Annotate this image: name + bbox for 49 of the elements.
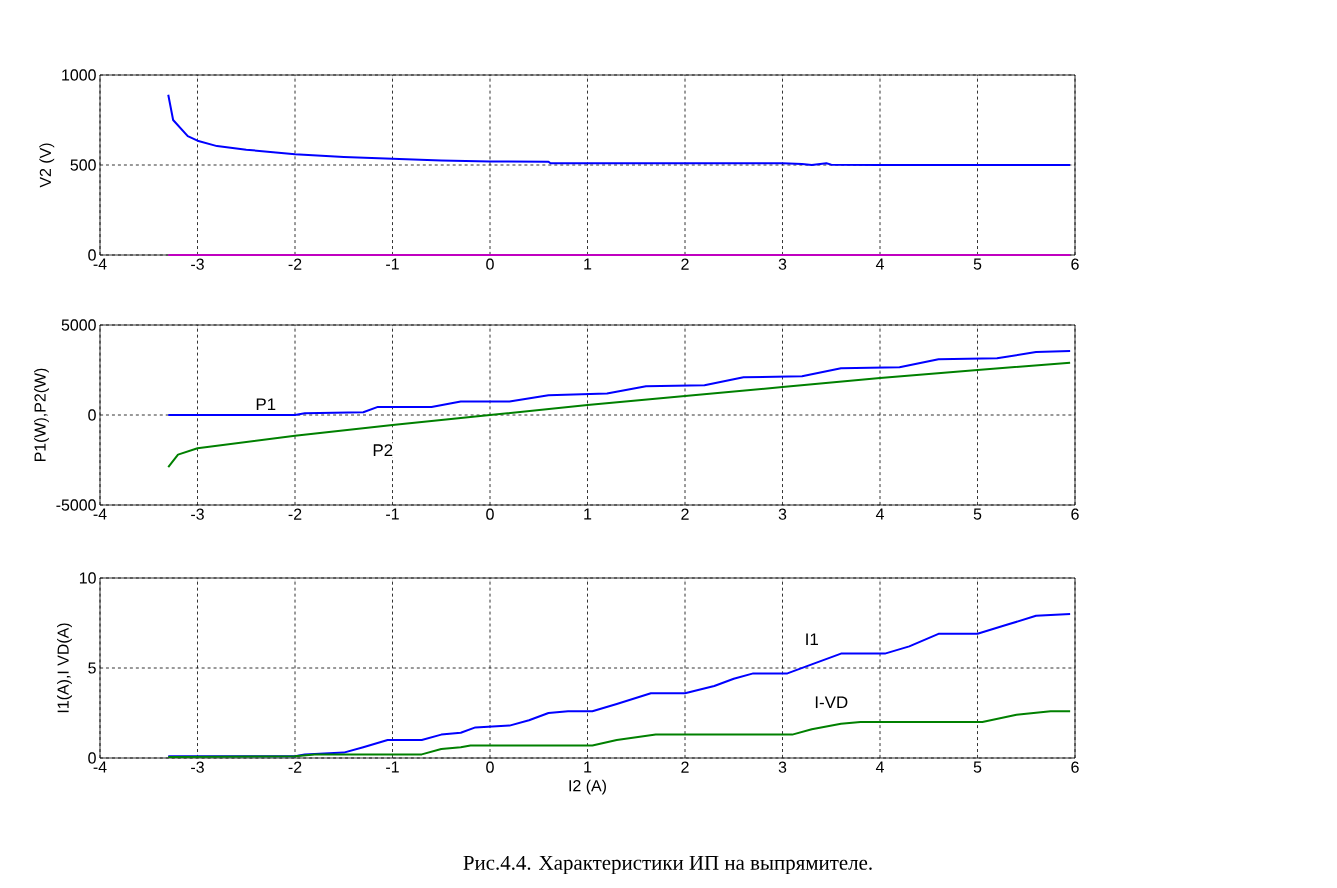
text: Рис.4.4. Характеристики ИП на выпрямителе. xyxy=(463,855,872,875)
x-tick-label: 4 xyxy=(875,258,884,270)
x-tick-label: 1 xyxy=(584,508,592,520)
x-tick-label: -1 xyxy=(386,761,399,773)
x-tick-label: 1 xyxy=(584,258,592,270)
x-tick-label: -3 xyxy=(191,508,204,520)
line-series xyxy=(167,613,1072,758)
x-axis-title: I2 (A) xyxy=(569,779,606,795)
annotation: I-VD xyxy=(815,696,848,709)
x-tick-label: 6 xyxy=(1071,761,1079,773)
x-tick-label: 1 xyxy=(584,761,592,773)
y-axis-title: V2 (V) xyxy=(39,143,55,188)
x-tick-label: 4 xyxy=(875,761,884,773)
x-tick-label: -1 xyxy=(386,508,399,520)
x-tick-label: 2 xyxy=(681,258,689,270)
x-tick-label: 3 xyxy=(778,258,787,270)
x-tick-label: -2 xyxy=(288,258,302,270)
x-tick-label: 0 xyxy=(486,761,494,773)
y-tick-label: 500 xyxy=(70,159,96,171)
x-tick-label: -2 xyxy=(288,761,302,773)
x-tick-label: 5 xyxy=(973,761,982,773)
y-tick-label: 1000 xyxy=(62,69,96,81)
x-tick-label: 4 xyxy=(875,508,884,520)
line-series xyxy=(167,350,1072,417)
x-tick-label: -3 xyxy=(191,761,204,773)
x-tick-label: 3 xyxy=(778,761,787,773)
x-tick-label: 6 xyxy=(1071,508,1079,520)
line-series xyxy=(167,361,1072,469)
x-tick-label: 3 xyxy=(778,508,787,520)
x-tick-label: 5 xyxy=(973,258,982,270)
y-tick-label: 5 xyxy=(88,662,96,674)
annotation: I1 xyxy=(806,633,818,646)
x-tick-label: 2 xyxy=(681,508,689,520)
y-tick-label: 0 xyxy=(88,409,96,421)
x-tick-label: 0 xyxy=(486,508,494,520)
y-axis-title: I1(A),I VD(A) xyxy=(57,623,72,713)
x-tick-label: 5 xyxy=(973,508,982,520)
line-series xyxy=(167,710,1072,759)
annotation: P2 xyxy=(373,444,393,457)
x-tick-label: 0 xyxy=(486,258,494,270)
y-tick-label: 10 xyxy=(79,572,96,584)
y-tick-label: 5000 xyxy=(61,319,96,331)
x-tick-label: 2 xyxy=(681,761,689,773)
y-axis-title: P1(W),P2(W) xyxy=(34,368,49,462)
x-tick-label: 6 xyxy=(1071,258,1079,270)
annotation: P1 xyxy=(256,398,276,411)
x-tick-label: -3 xyxy=(191,258,204,270)
x-tick-label: -1 xyxy=(386,258,399,270)
x-tick-label: -2 xyxy=(288,508,302,520)
